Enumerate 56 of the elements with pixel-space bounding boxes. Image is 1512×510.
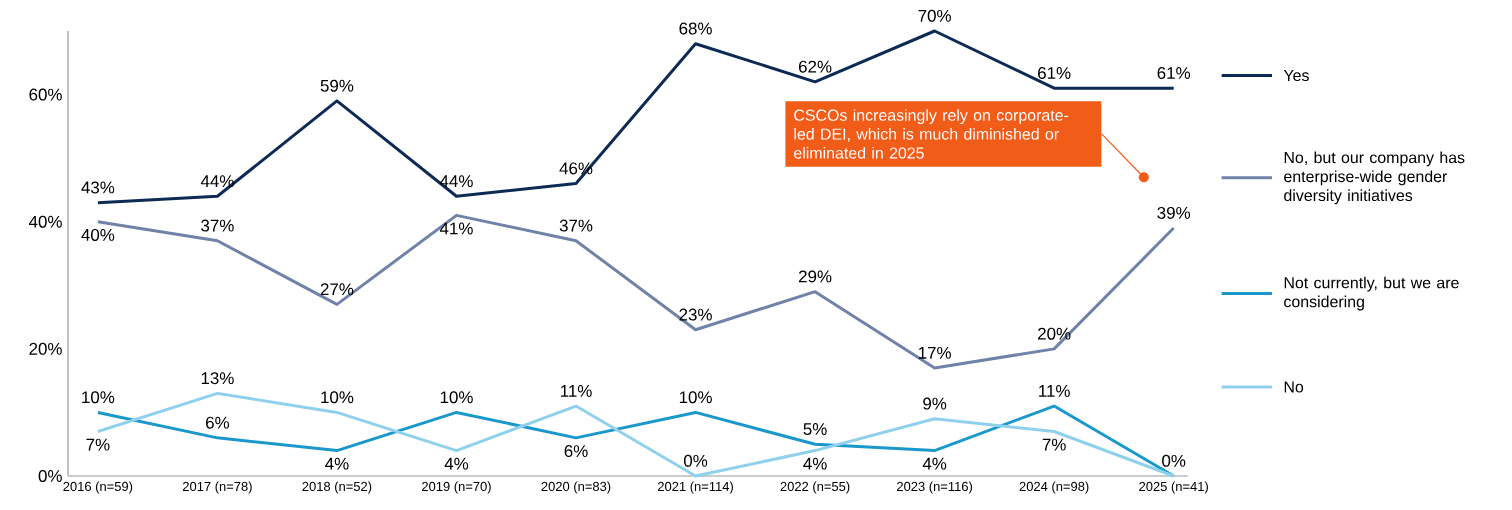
data-label: 11% <box>560 385 592 397</box>
data-label: 5% <box>803 423 827 436</box>
annotation: CSCOs increasingly rely on corporate-led DEI, which is much diminished or eliminated in 2025 <box>794 109 1069 159</box>
x-tick-label: 2025 (n=41) <box>1139 481 1208 494</box>
data-label: 4% <box>325 457 349 470</box>
data-label: 39% <box>1157 206 1191 219</box>
data-label: 7% <box>1042 438 1066 451</box>
data-label: 68% <box>679 22 712 35</box>
y-tick-label: 40% <box>28 215 62 228</box>
x-tick-label: 2017 (n=78) <box>182 481 252 494</box>
data-label: 7% <box>86 438 110 451</box>
data-label: 61% <box>1157 67 1191 80</box>
x-tick-label: 2019 (n=70) <box>422 481 491 494</box>
data-label: 10% <box>321 391 354 404</box>
data-label: 10% <box>82 391 115 404</box>
legend-label: Not currently, but we are considering <box>1284 276 1459 311</box>
data-label: 70% <box>918 9 951 22</box>
y-tick-label: 60% <box>29 88 62 101</box>
data-label: 4% <box>803 457 827 470</box>
data-label: 62% <box>798 60 832 73</box>
y-tick-label: 20% <box>29 342 62 355</box>
data-label: 37% <box>201 219 234 232</box>
data-label: 4% <box>922 457 947 470</box>
x-tick-label: 2024 (n=98) <box>1019 481 1089 494</box>
data-label: 0% <box>1162 454 1186 467</box>
data-label: 61% <box>1038 67 1071 80</box>
x-tick-label: 2022 (n=55) <box>780 481 850 494</box>
x-tick-label: 2016 (n=59) <box>63 481 133 494</box>
x-tick-label: 2023 (n=116) <box>897 481 973 494</box>
data-label: 27% <box>320 283 354 296</box>
data-label: 9% <box>923 397 947 410</box>
data-label: 43% <box>81 181 115 194</box>
data-label: 11% <box>1039 385 1070 397</box>
data-label: 6% <box>206 416 230 429</box>
y-tick-label: 0% <box>38 470 62 482</box>
data-label: 29% <box>798 270 832 283</box>
legend-label: No, but our company has enterprise-wide gender diversity initiatives <box>1284 151 1465 205</box>
data-label: 37% <box>559 219 593 232</box>
data-label: 17% <box>918 346 951 359</box>
data-label: 10% <box>440 391 473 404</box>
x-tick-label: 2020 (n=83) <box>541 481 611 494</box>
legend-label: Yes <box>1283 69 1309 82</box>
data-label: 13% <box>201 372 234 385</box>
data-label: 44% <box>439 175 473 188</box>
data-label: 41% <box>439 222 473 235</box>
data-label: 40% <box>81 228 115 241</box>
data-label: 4% <box>444 457 469 470</box>
data-label: 44% <box>200 175 234 188</box>
data-label: 59% <box>320 79 354 92</box>
data-label: 23% <box>679 308 712 321</box>
data-label: 10% <box>679 391 712 404</box>
x-tick-label: 2021 (n=114) <box>657 481 733 494</box>
data-label: 6% <box>564 445 588 458</box>
legend-label: No <box>1284 381 1304 393</box>
x-tick-label: 2018 (n=52) <box>302 481 372 494</box>
data-label: 0% <box>683 454 708 467</box>
